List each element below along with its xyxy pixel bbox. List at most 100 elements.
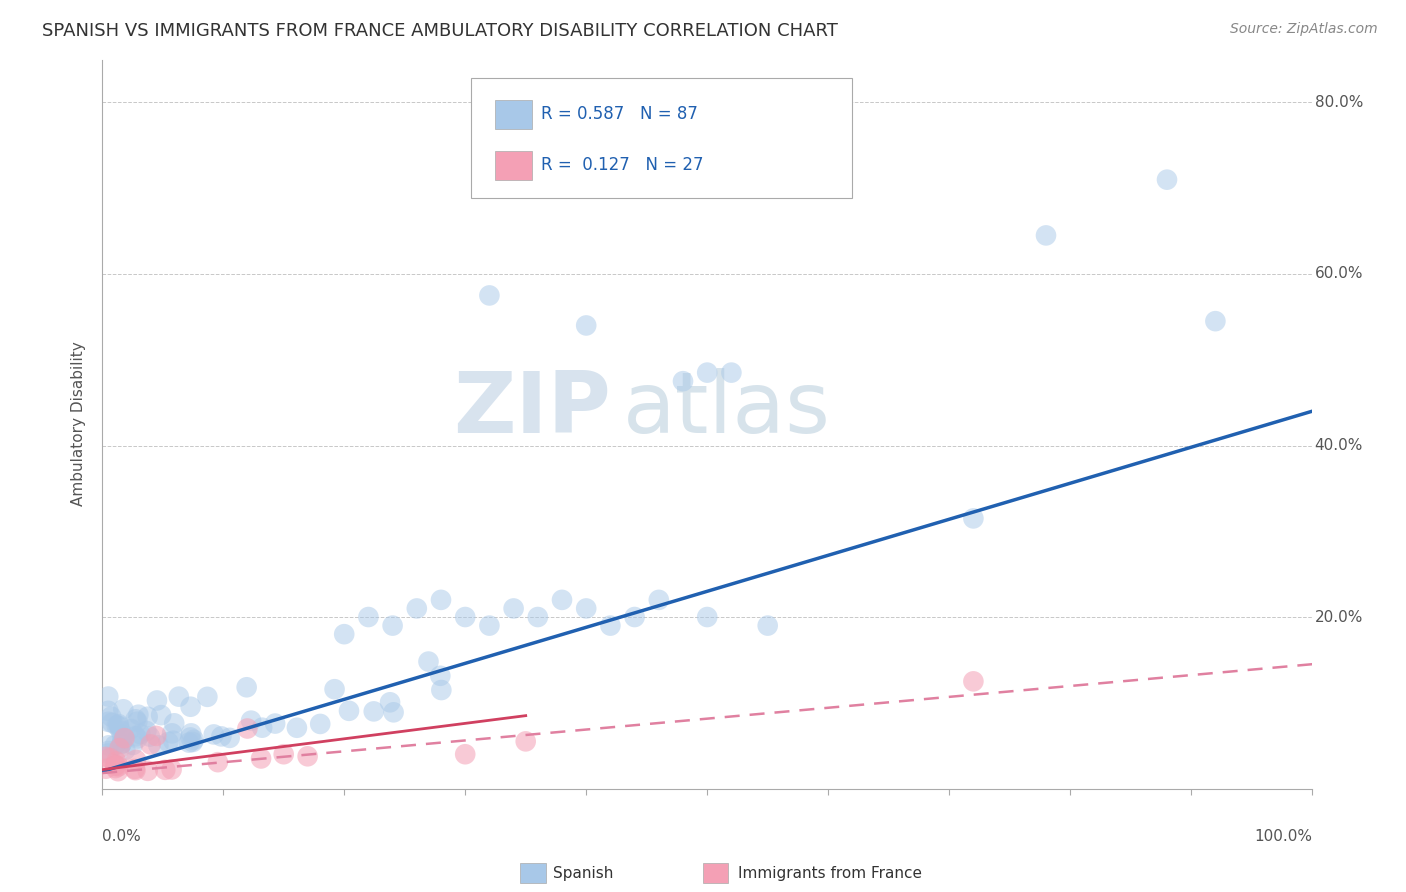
FancyBboxPatch shape (471, 78, 852, 198)
Text: 100.0%: 100.0% (1254, 829, 1312, 844)
Point (98, 751, 121, 765)
Point (672, 374, 695, 388)
Point (162, 733, 184, 747)
Point (599, 618, 621, 632)
Point (333, 627, 356, 641)
Point (337, 704, 360, 718)
Point (478, 618, 501, 632)
Point (195, 690, 218, 704)
Point (181, 735, 204, 749)
Point (139, 730, 162, 744)
Point (97, 744, 120, 758)
Text: Source: ZipAtlas.com: Source: ZipAtlas.com (1230, 22, 1378, 37)
Point (111, 737, 134, 751)
Point (97, 747, 120, 761)
Text: 0.0%: 0.0% (103, 829, 141, 844)
Text: 80.0%: 80.0% (1315, 95, 1362, 110)
Point (108, 741, 131, 756)
Point (124, 762, 146, 776)
Point (146, 693, 169, 707)
Point (148, 739, 170, 753)
Point (160, 763, 183, 777)
Point (160, 726, 183, 740)
Point (105, 718, 128, 732)
Point (430, 593, 453, 607)
Point (112, 702, 135, 716)
Bar (495, 100, 531, 128)
Point (111, 736, 134, 750)
Text: 40.0%: 40.0% (1315, 438, 1362, 453)
Point (357, 610, 380, 624)
Point (129, 727, 152, 741)
Point (382, 706, 405, 720)
Point (527, 610, 550, 624)
Point (381, 618, 404, 632)
Point (962, 674, 984, 689)
Point (250, 721, 273, 735)
Point (202, 727, 225, 741)
Point (127, 707, 149, 722)
Point (94, 749, 117, 764)
Point (107, 759, 129, 773)
Point (150, 708, 173, 723)
Point (454, 747, 477, 762)
Point (136, 710, 159, 724)
Point (104, 739, 127, 753)
Point (183, 732, 205, 747)
Point (179, 731, 201, 745)
Point (112, 729, 135, 743)
Point (575, 601, 598, 615)
Point (94, 762, 117, 776)
Point (127, 731, 149, 746)
Point (454, 610, 477, 624)
Text: ZIP: ZIP (453, 368, 610, 451)
Point (127, 714, 149, 729)
Point (100, 709, 122, 723)
Point (430, 683, 453, 698)
Point (124, 729, 146, 743)
Point (97, 704, 120, 718)
Point (405, 601, 427, 615)
Point (139, 738, 162, 752)
Text: atlas: atlas (623, 368, 831, 451)
Point (107, 717, 129, 731)
Point (163, 716, 186, 731)
Point (696, 366, 718, 380)
Point (105, 755, 128, 769)
Point (478, 288, 501, 302)
Point (720, 366, 742, 380)
Point (1035, 228, 1057, 243)
Point (378, 695, 401, 709)
Point (120, 722, 142, 736)
Point (264, 716, 287, 731)
Point (429, 669, 451, 683)
Point (124, 763, 146, 777)
Point (962, 511, 984, 525)
Point (110, 723, 132, 738)
Point (145, 729, 167, 743)
Text: SPANISH VS IMMIGRANTS FROM FRANCE AMBULATORY DISABILITY CORRELATION CHART: SPANISH VS IMMIGRANTS FROM FRANCE AMBULA… (42, 22, 838, 40)
Point (111, 728, 134, 742)
Point (125, 753, 148, 767)
Point (167, 690, 190, 704)
Point (285, 721, 308, 735)
Text: 20.0%: 20.0% (1315, 609, 1362, 624)
Point (1156, 172, 1178, 186)
Y-axis label: Ambulatory Disability: Ambulatory Disability (72, 342, 86, 507)
Point (114, 743, 136, 757)
Bar (495, 151, 531, 180)
Point (107, 764, 129, 779)
Point (363, 705, 385, 719)
Point (121, 738, 143, 752)
Point (180, 726, 202, 740)
Text: 60.0%: 60.0% (1315, 267, 1364, 282)
Point (107, 719, 129, 733)
Point (97, 714, 120, 729)
Point (502, 601, 524, 615)
Text: R = 0.587   N = 87: R = 0.587 N = 87 (541, 105, 699, 123)
Point (207, 755, 229, 769)
Point (648, 593, 671, 607)
Text: Immigrants from France: Immigrants from France (738, 866, 922, 880)
Point (97, 690, 120, 704)
Text: Spanish: Spanish (553, 866, 613, 880)
